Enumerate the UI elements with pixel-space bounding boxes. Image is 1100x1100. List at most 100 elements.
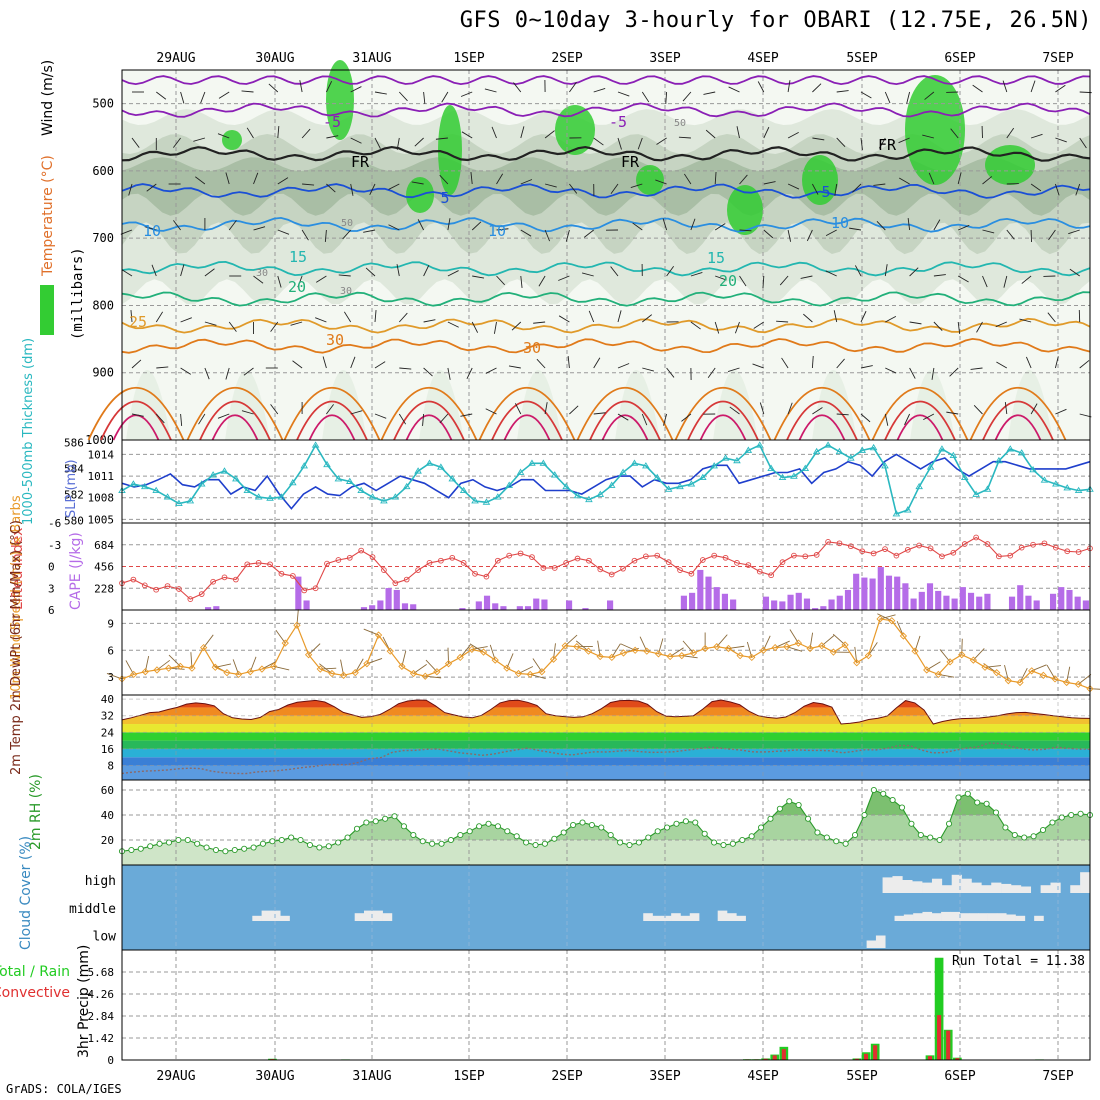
- thickness-marker: [892, 510, 901, 517]
- wind-barb: [632, 222, 643, 231]
- wind-barb: [776, 320, 789, 323]
- li-marker: [608, 571, 615, 578]
- wind-barb: [1021, 275, 1032, 284]
- cloud-bar-middle: [270, 910, 281, 921]
- wind-speed-marker: [654, 650, 663, 658]
- wind-barb: [860, 137, 863, 150]
- isotherm-arc-warm: [308, 414, 356, 441]
- wind-barb: [836, 90, 849, 93]
- thickness-marker: [562, 482, 570, 490]
- cape-bar: [713, 587, 720, 610]
- wind-barb: [836, 413, 849, 416]
- run-total-label: Run Total = 11.38: [952, 954, 1085, 969]
- isotherm-line: [121, 317, 1091, 334]
- rh-2m-marker: [1021, 834, 1028, 841]
- thickness-marker: [550, 471, 559, 478]
- wind-barb: [569, 405, 579, 415]
- wind-speed-marker: [165, 664, 173, 672]
- wind-speed-marker: [246, 668, 254, 676]
- thickness-marker: [482, 498, 491, 505]
- thickness-marker: [186, 497, 195, 504]
- wind-barb: [1030, 80, 1036, 93]
- li-marker: [620, 565, 626, 572]
- cloud-bar-middle: [941, 911, 951, 921]
- cape-bar: [1033, 600, 1040, 610]
- wind-speed-marker: [433, 668, 441, 676]
- cape-bar: [910, 598, 917, 610]
- y-tick-wind: 9: [107, 617, 114, 630]
- wind-barb: [781, 357, 789, 369]
- date-label-bottom: 7SEP: [1042, 1069, 1073, 1084]
- rh-moist-blob: [985, 145, 1035, 185]
- cape-bar: [812, 608, 819, 610]
- rh-2m-marker: [992, 809, 1000, 816]
- wind-barb: [854, 265, 862, 277]
- contour-label: 15: [289, 248, 307, 266]
- contour-label: FR: [621, 153, 640, 171]
- cape-bar: [1049, 593, 1057, 610]
- thickness-marker: [949, 451, 958, 459]
- contour-label: -5: [323, 113, 341, 131]
- cloud-bar-middle: [736, 915, 746, 921]
- wind-barb: [204, 268, 215, 277]
- wind-barb: [322, 356, 327, 369]
- wind-barb: [439, 174, 449, 185]
- wind-barb: [144, 226, 157, 231]
- wind-barb: [338, 274, 351, 277]
- wind-barb: [617, 310, 622, 323]
- cape-bar: [885, 575, 893, 610]
- cape-bar: [730, 599, 737, 610]
- wind-speed-marker: [771, 643, 779, 652]
- wind-barb: [1030, 133, 1043, 139]
- cloud-bar-high: [1001, 883, 1012, 893]
- wind-barb: [1075, 183, 1081, 196]
- isotherm-arc-warm: [674, 386, 772, 441]
- wind-barb: [593, 412, 606, 415]
- wind-speed-marker: [200, 643, 208, 652]
- wind-barb: [544, 402, 548, 415]
- wind-barb: [411, 181, 424, 185]
- thickness-marker: [129, 480, 138, 487]
- y-tick-rh: 60: [101, 784, 114, 797]
- date-label-bottom: 6SEP: [944, 1069, 975, 1084]
- y-tick-precip: 4.26: [88, 988, 115, 1001]
- rh-2m-marker: [560, 829, 567, 836]
- wind-speed-marker: [538, 668, 546, 676]
- wind-barb: [299, 80, 303, 93]
- wind-speed-marker: [818, 642, 826, 650]
- rh-2m-marker: [805, 815, 812, 822]
- wind-barb: [739, 275, 747, 287]
- ylabel-cape: CAPE (J/kg): [68, 532, 84, 610]
- wind-barb: [369, 183, 376, 195]
- cape-bar: [984, 593, 991, 610]
- wind-barb-10m: [575, 640, 589, 652]
- wind-speed-marker: [374, 631, 383, 639]
- rh-2m-marker: [137, 845, 144, 852]
- y-tick-slp: 1005: [88, 513, 115, 526]
- wind-barb: [812, 137, 825, 141]
- temp-band: [122, 707, 1090, 716]
- cloud-bar-middle: [671, 913, 681, 921]
- wind-barb: [544, 229, 551, 242]
- wind-barb: [811, 355, 814, 369]
- rh-2m-marker: [711, 839, 718, 846]
- wind-barb: [324, 229, 327, 242]
- li-marker: [153, 586, 160, 593]
- wind-barb: [1068, 229, 1080, 235]
- wind-barb: [558, 315, 570, 323]
- cloud-bar-middle: [950, 911, 960, 921]
- wind-speed-marker: [596, 652, 604, 661]
- y-tick-cape: 456: [94, 561, 114, 574]
- wind-barb: [642, 314, 653, 323]
- wind-speed-marker: [713, 643, 721, 651]
- wind-speed-marker: [479, 648, 488, 656]
- li-marker: [779, 559, 786, 566]
- li-marker: [756, 568, 763, 575]
- wind-barb: [441, 91, 449, 103]
- li-marker: [597, 566, 604, 573]
- wind-barb: [593, 88, 606, 93]
- wind-barb: [496, 228, 509, 231]
- rh-2m-marker: [654, 828, 661, 835]
- wind-barb-10m: [821, 635, 835, 647]
- rh-2m-marker: [288, 834, 295, 841]
